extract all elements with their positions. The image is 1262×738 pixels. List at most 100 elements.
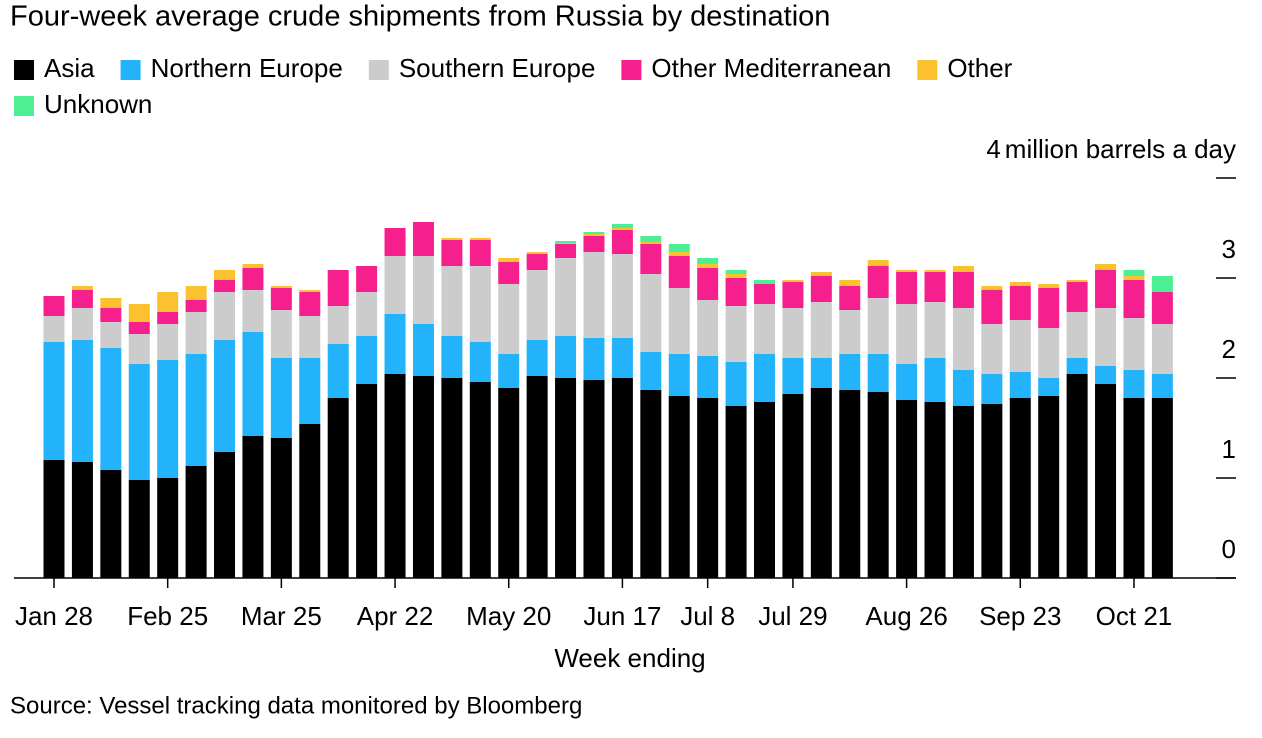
bar-segment (697, 258, 719, 264)
bar-segment (100, 348, 122, 470)
x-tick-label: Feb 25 (127, 601, 208, 631)
bar-segment (1038, 396, 1060, 578)
bar-segment (867, 260, 889, 266)
bar-segment (157, 292, 179, 312)
bar-segment (611, 338, 633, 378)
bar-segment (498, 284, 520, 354)
bar-segment (412, 376, 434, 578)
bar-segment (924, 302, 946, 358)
bar-segment (71, 462, 93, 578)
bar-segment (640, 274, 662, 352)
bar-segment (555, 244, 577, 258)
bar-segment (1123, 276, 1145, 280)
bar-segment (71, 290, 93, 308)
bar-segment (1151, 324, 1173, 374)
y-tick-label: 4 (986, 134, 1000, 164)
legend-label: Northern Europe (151, 53, 343, 83)
bar-segment (952, 308, 974, 370)
bar-segment (1123, 270, 1145, 276)
bar-segment (242, 268, 264, 290)
bar-segment (668, 396, 690, 578)
bar-segment (697, 356, 719, 398)
bar-segment (810, 302, 832, 358)
bar-segment (839, 390, 861, 578)
bar-segment (128, 364, 150, 480)
bar-segment (469, 342, 491, 382)
bar-segment (725, 274, 747, 278)
bar-segment (611, 378, 633, 578)
bar-segment (1095, 308, 1117, 366)
x-axis-label: Week ending (554, 643, 705, 673)
chart-title: Four-week average crude shipments from R… (10, 1, 830, 33)
bar-segment (526, 254, 548, 270)
bar-segment (384, 256, 406, 314)
bar-segment (469, 382, 491, 578)
bar-segment (867, 266, 889, 298)
bar-segment (526, 376, 548, 578)
bar-segment (327, 270, 349, 306)
bar-segment (583, 380, 605, 578)
legend-swatch (14, 60, 34, 80)
bar-segment (754, 354, 775, 402)
bar-segment (1009, 320, 1031, 372)
legend-swatch (14, 96, 34, 116)
bar-segment (555, 241, 577, 243)
bar-segment (270, 438, 292, 578)
bar-segment (725, 306, 747, 362)
y-axis-label: million barrels a day (1005, 134, 1236, 164)
bar-segment (981, 404, 1003, 578)
bar-segment (867, 298, 889, 354)
bar-segment (782, 394, 804, 578)
bar-segment (43, 460, 65, 578)
bar-segment (754, 280, 775, 284)
bar-segment (270, 286, 292, 288)
bar-segment (270, 358, 292, 438)
x-tick-label: Jan 28 (15, 601, 93, 631)
bar-segment (242, 264, 264, 268)
bar-segment (356, 266, 378, 292)
bar-segment (640, 242, 662, 244)
bar-segment (981, 290, 1003, 324)
bar-segment (214, 280, 236, 292)
bar-segment (810, 272, 832, 276)
bar-segment (71, 340, 93, 462)
bar-segment (839, 310, 861, 354)
bar-segment (1038, 378, 1060, 396)
legend-swatch (368, 60, 389, 80)
bar-segment (43, 296, 65, 316)
bar-segment (1066, 374, 1088, 578)
bar-segment (981, 374, 1003, 404)
bar-segment (185, 300, 207, 312)
legend-label: Unknown (44, 89, 152, 119)
bar-segment (1123, 398, 1145, 578)
legend-label: Southern Europe (399, 53, 596, 83)
bar-segment (611, 224, 633, 228)
bar-segment (356, 384, 378, 578)
bar-segment (952, 406, 974, 578)
bar-segment (896, 364, 918, 400)
bar-segment (100, 470, 122, 578)
bar-segment (1151, 292, 1173, 324)
bar-segment (896, 400, 918, 578)
bar-segment (1066, 358, 1088, 374)
bar-segment (1009, 282, 1031, 286)
x-tick-label: Sep 23 (979, 601, 1061, 631)
bar-segment (526, 252, 548, 254)
bar-segment (469, 266, 491, 342)
bar-segment (839, 354, 861, 390)
legend-swatch (621, 60, 642, 80)
bar-segment (327, 398, 349, 578)
bar-segment (1066, 280, 1088, 282)
bar-segment (1095, 366, 1117, 384)
bar-segment (924, 402, 946, 578)
x-tick-label: Aug 26 (865, 601, 947, 631)
bar-segment (526, 270, 548, 340)
x-tick-label: Apr 22 (357, 601, 434, 631)
bar-segment (1123, 370, 1145, 398)
bar-segment (100, 322, 122, 348)
bar-segment (498, 258, 520, 262)
bar-segment (185, 286, 207, 300)
bar-segment (611, 228, 633, 230)
bar-segment (469, 240, 491, 266)
bar-segment (924, 270, 946, 272)
